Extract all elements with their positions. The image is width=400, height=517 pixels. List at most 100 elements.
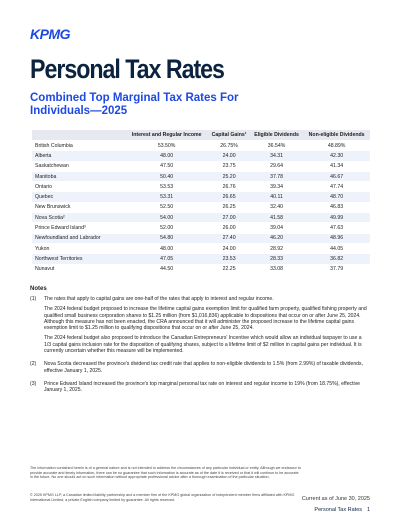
table-row: British Columbia 53.50% 26.75% 36.54% 48.89% [32, 139, 370, 151]
row-label: British Columbia [32, 139, 125, 151]
row-label: Quebec [32, 191, 125, 203]
tax-table: Interest and Regular Income Capital Gains… [32, 130, 370, 274]
row-label: Nunavut [32, 263, 125, 274]
table-row: Manitoba 50.40 25.20 37.78 46.67 [32, 170, 370, 182]
table-row: Newfoundland and Labrador 54.80 27.40 46.20… [32, 232, 370, 244]
date: Current as of June 30, 2025 [301, 496, 370, 502]
row-label: Prince Edward Island³ [32, 222, 125, 234]
cell: 48.89% [303, 139, 370, 151]
row-label: Nova Scotia² [32, 212, 125, 223]
note-paragraph: Nova Scotia decreased the province's div… [44, 361, 363, 374]
table-row: Nova Scotia² 54.00 27.00 41.58 49.99 [32, 212, 370, 223]
cell: 42.30 [303, 150, 370, 162]
cell: 39.04 [249, 222, 304, 234]
cell: 37.78 [249, 170, 304, 182]
cell: 46.67 [303, 170, 370, 182]
cell: 48.70 [303, 191, 370, 203]
cell: 33.08 [249, 263, 304, 274]
row-label: Yukon [32, 242, 125, 254]
cell: 34.31 [249, 150, 304, 162]
cell: 41.58 [249, 212, 304, 223]
cell: 53.53 [125, 181, 209, 192]
cell: 29.64 [249, 160, 304, 172]
table-row: New Brunswick 52.50 26.25 32.40 46.83 [32, 201, 370, 213]
table-row: Quebec 53.31 26.65 40.11 48.70 [32, 191, 370, 203]
corner [32, 130, 125, 141]
cell: 41.34 [303, 160, 370, 172]
cell: 46.20 [249, 232, 304, 244]
cell: 32.40 [249, 201, 304, 213]
note: (2) Nova Scotia decreased the province's … [30, 361, 370, 378]
cell: 26.76 [208, 181, 250, 192]
cell: 26.00 [208, 222, 250, 234]
note-marker: (1) [30, 296, 37, 302]
row-label: Ontario [32, 181, 125, 192]
header-row: Interest and Regular Income Capital Gains… [32, 130, 370, 141]
row-label: Northwest Territories [32, 253, 125, 265]
cell: 53.31 [125, 191, 209, 203]
row-label: Manitoba [32, 170, 125, 182]
table-row: Yukon 48.00 24.00 28.92 44.05 [32, 242, 370, 254]
subtitle: Combined Top Marginal Tax Rates For Indi… [30, 92, 239, 117]
cell: 49.99 [303, 212, 370, 223]
notes: (1) The rates that apply to capital gains… [30, 296, 370, 401]
cell: 47.50 [125, 160, 209, 172]
cell: 39.34 [249, 181, 304, 192]
row-label: Newfoundland and Labrador [32, 232, 125, 244]
cell: 26.75% [208, 139, 250, 151]
column-header: Non-eligible Dividends [303, 130, 370, 141]
cell: 28.33 [249, 253, 304, 265]
cell: 47.05 [125, 253, 209, 265]
cell: 54.80 [125, 232, 209, 244]
cell: 54.00 [125, 212, 209, 223]
column-header: Interest and Regular Income [125, 130, 209, 141]
copyright: © 2025 KPMG LLP, a Canadian limited liab… [30, 493, 295, 502]
cell: 27.00 [208, 212, 250, 223]
cell: 23.75 [208, 160, 250, 172]
row-label: Alberta [32, 150, 125, 162]
cell: 36.54% [249, 139, 304, 151]
table-row: Ontario 53.53 26.76 39.34 47.74 [32, 181, 370, 192]
cell: 24.00 [208, 150, 250, 162]
note-paragraph: The 2024 federal budget proposed to incr… [44, 306, 367, 332]
note-body: Nova Scotia decreased the province's div… [44, 361, 370, 378]
table-row: Prince Edward Island³ 52.00 26.00 39.04 47.6… [32, 222, 370, 234]
cell: 25.20 [208, 170, 250, 182]
cell: 37.79 [303, 263, 370, 274]
cell: 46.83 [303, 201, 370, 213]
notes-heading: Notes [30, 286, 47, 292]
cell: 53.50% [125, 139, 209, 151]
cell: 48.00 [125, 150, 209, 162]
cell: 22.25 [208, 263, 250, 274]
cell: 48.00 [125, 242, 209, 254]
table-row: Nunavut 44.50 22.25 33.08 37.79 [32, 263, 370, 274]
disclaimer: The information contained herein is of a… [30, 466, 301, 480]
note-marker: (2) [30, 361, 37, 368]
row-label: New Brunswick [32, 201, 125, 213]
note-body: The rates that apply to capital gains ar… [44, 296, 370, 358]
cell: 28.92 [249, 242, 304, 254]
note: (3) Prince Edward Island increased the pr… [30, 381, 370, 398]
note-body: Prince Edward Island increased the provi… [44, 381, 370, 398]
logo: KPMG [30, 26, 71, 42]
table-row: Alberta 48.00 24.00 34.31 42.30 [32, 150, 370, 162]
cell: 52.00 [125, 222, 209, 234]
table-row: Saskatchewan 47.50 23.75 29.64 41.34 [32, 160, 370, 172]
column-header: Eligible Dividends [249, 130, 304, 141]
column-header: Capital Gains¹ [208, 130, 250, 141]
cell: 47.74 [303, 181, 370, 192]
cell: 26.65 [208, 191, 250, 203]
table-body: British Columbia 53.50% 26.75% 36.54% 48.89%… [32, 139, 370, 274]
cell: 27.40 [208, 232, 250, 244]
title: Personal Tax Rates [30, 54, 225, 84]
table-row: Northwest Territories 47.05 23.53 28.33 36.8… [32, 253, 370, 265]
footer-label: Personal Tax Rates [314, 507, 362, 513]
cell: 52.50 [125, 201, 209, 213]
page-number: 1 [366, 507, 370, 513]
cell: 44.50 [125, 263, 209, 274]
cell: 24.00 [208, 242, 250, 254]
row-label: Saskatchewan [32, 160, 125, 172]
note-marker: (3) [30, 380, 37, 387]
cell: 44.05 [303, 242, 370, 254]
